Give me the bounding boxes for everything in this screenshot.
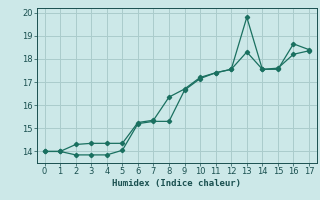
X-axis label: Humidex (Indice chaleur): Humidex (Indice chaleur): [112, 179, 241, 188]
